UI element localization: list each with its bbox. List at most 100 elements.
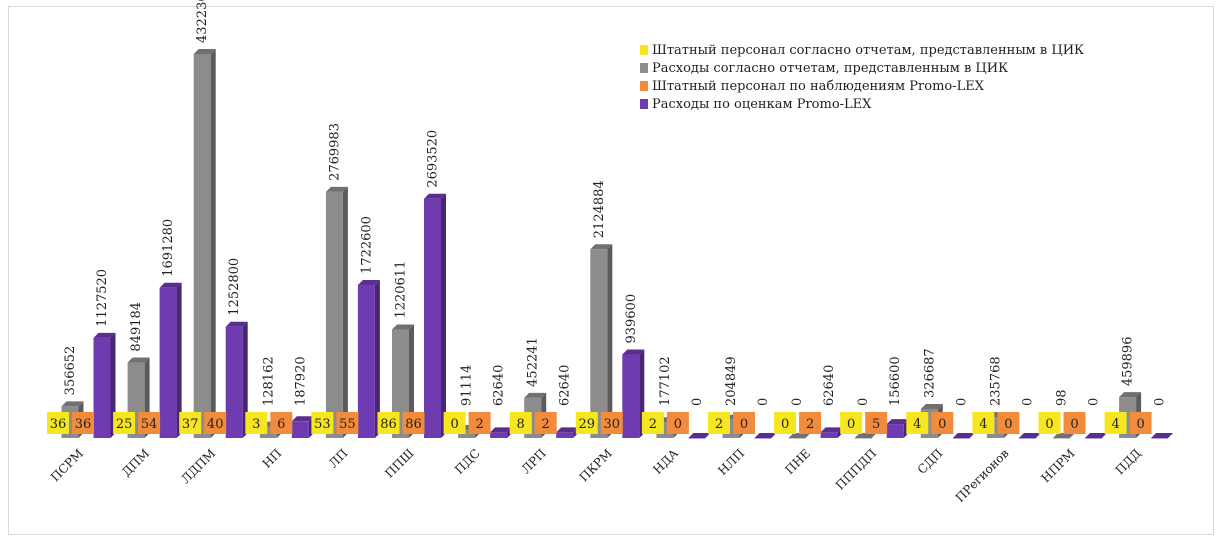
staff-promolex-box-0: 36: [72, 412, 94, 434]
staff-promolex-box-10: 0: [733, 412, 755, 434]
staff-promolex-box-label: 55: [339, 417, 356, 432]
staff-cik-box-label: 2: [715, 417, 723, 432]
expense-promolex-bar-top: [1085, 433, 1107, 438]
staff-promolex-box-label: 6: [277, 417, 285, 432]
expense-cik-bar-side: [607, 244, 613, 438]
staff-cik-box-2: 37: [179, 412, 202, 434]
category-label-10: НЛП: [715, 446, 747, 478]
legend-swatch: [640, 81, 648, 91]
staff-promolex-box-7: 2: [534, 412, 557, 434]
legend-swatch: [640, 63, 648, 73]
staff-cik-box-10: 2: [708, 412, 730, 434]
staff-cik-box-5: 86: [377, 412, 400, 434]
staff-promolex-box-label: 86: [405, 417, 422, 432]
expense-cik-value-label-11: 0: [790, 398, 805, 406]
expense-promolex-bar-5: [424, 193, 446, 438]
expense-cik-bar-top: [524, 392, 547, 398]
expense-promolex-bar-front: [886, 424, 904, 438]
legend-swatch: [640, 99, 648, 109]
chart-frame: [8, 6, 1214, 535]
expense-promolex-bar-top: [1018, 433, 1041, 438]
staff-promolex-box-label: 0: [938, 417, 946, 432]
legend-label: Расходы согласно отчетам, представленным…: [652, 61, 1008, 76]
expense-promolex-bar-4: [357, 279, 380, 438]
staff-cik-box-9: 2: [641, 412, 664, 434]
category-label-1: ДПМ: [119, 446, 152, 479]
expense-promolex-bar-top: [93, 332, 116, 338]
expense-cik-value-label-5: 1220611: [394, 261, 409, 319]
staff-promolex-box-bg: [733, 412, 755, 434]
expense-promolex-bar-top: [490, 427, 513, 433]
category-labels-layer: ПСРМ ДПМ ЛДПМ НП ЛП ППШ ПДС ЛРП ПКРМ НДА НЛП ПНЕ ППП…: [48, 446, 1144, 505]
staff-promolex-box-bg: [204, 412, 227, 434]
staff-promolex-box-1: 54: [138, 412, 161, 434]
expense-promolex-bar-top: [556, 427, 579, 433]
staff-cik-box-label: 4: [1111, 417, 1119, 432]
expense-cik-bar-top: [590, 244, 613, 250]
expense-cik-bar-front: [788, 438, 806, 439]
expense-cik-value-label-15: 98: [1055, 389, 1070, 406]
expense-promolex-value-label-0: 1127520: [95, 269, 110, 327]
staff-promolex-box-bg: [931, 412, 954, 434]
staff-cik-box-bg: [311, 412, 334, 434]
expense-promolex-bar-6: [490, 427, 513, 438]
expense-promolex-bar-front: [490, 432, 508, 438]
expense-cik-bar-top: [854, 433, 877, 438]
staff-promolex-box-label: 2: [475, 417, 483, 432]
expense-promolex-bar-side: [374, 279, 380, 438]
category-label-6: ПДС: [452, 446, 483, 477]
staff-promolex-box-bg: [1063, 412, 1086, 434]
expense-promolex-bar-13: [952, 433, 975, 439]
expense-promolex-value-label-13: 0: [954, 398, 969, 406]
staff-promolex-box-15: 0: [1063, 412, 1086, 434]
expense-promolex-bar-top: [820, 427, 843, 433]
category-label-14: ПРегионов: [953, 446, 1012, 505]
expense-cik-bar-top: [325, 186, 348, 192]
expense-cik-bar-2: [193, 49, 216, 438]
category-label-8: ПКРМ: [577, 446, 615, 484]
staff-cik-box-label: 0: [847, 417, 855, 432]
count-boxes-layer: 36 36 25 54 37 40 3 6 53 55 86 86 0 2 8 2 29 30 2 0 2 0 0 2 0 5 4 0…: [47, 412, 1152, 434]
staff-cik-box-label: 4: [913, 417, 921, 432]
expense-cik-value-label-6: 91114: [460, 365, 475, 406]
legend-label: Штатный персонал по наблюдениям Promo-LE…: [652, 79, 985, 94]
staff-cik-box-bg: [774, 412, 797, 434]
expense-promolex-bar-16: [1151, 433, 1174, 439]
staff-cik-box-label: 37: [182, 417, 199, 432]
staff-cik-box-bg: [1104, 412, 1127, 434]
legend-label: Расходы по оценкам Promo-LEX: [652, 97, 872, 112]
staff-cik-box-12: 0: [840, 412, 863, 434]
expense-promolex-bar-top: [291, 416, 314, 422]
expense-promolex-bar-side: [176, 282, 182, 438]
expense-promolex-value-label-1: 1691280: [161, 219, 176, 277]
category-label-12: ПППДП: [833, 446, 879, 492]
staff-promolex-box-bg: [72, 412, 94, 434]
expense-promolex-bar-front: [357, 284, 375, 438]
staff-cik-box-6: 0: [443, 412, 466, 434]
staff-cik-box-4: 53: [311, 412, 334, 434]
staff-cik-box-label: 53: [314, 417, 331, 432]
expense-promolex-value-label-5: 2693520: [426, 130, 441, 188]
staff-cik-box-label: 0: [781, 417, 789, 432]
staff-promolex-box-5: 86: [402, 412, 425, 434]
expense-promolex-bar-top: [952, 433, 975, 438]
expense-promolex-bar-front: [1151, 438, 1169, 439]
staff-promolex-box-label: 40: [207, 417, 224, 432]
expense-promolex-bar-12: [886, 419, 909, 438]
expense-cik-bar-front: [854, 438, 872, 439]
expense-cik-bar-top: [1053, 432, 1075, 438]
expense-cik-bar-5: [392, 324, 414, 438]
expense-cik-value-label-14: 235768: [988, 356, 1003, 406]
expense-cik-value-label-7: 452241: [526, 337, 541, 387]
expense-promolex-bar-front: [1018, 438, 1036, 439]
expense-promolex-value-label-8: 939600: [624, 294, 639, 344]
expense-promolex-bar-9: [688, 433, 711, 439]
expense-promolex-bar-top: [357, 279, 380, 285]
legend-swatch: [640, 45, 648, 55]
expense-cik-bar-11: [788, 433, 811, 439]
expense-promolex-bar-side: [110, 332, 116, 438]
legend-item-0: Штатный персонал согласно отчетам, предс…: [640, 43, 1084, 58]
staff-cik-box-label: 0: [1045, 417, 1053, 432]
expense-cik-bar-side: [210, 49, 216, 438]
expense-cik-bar-top: [788, 433, 811, 438]
